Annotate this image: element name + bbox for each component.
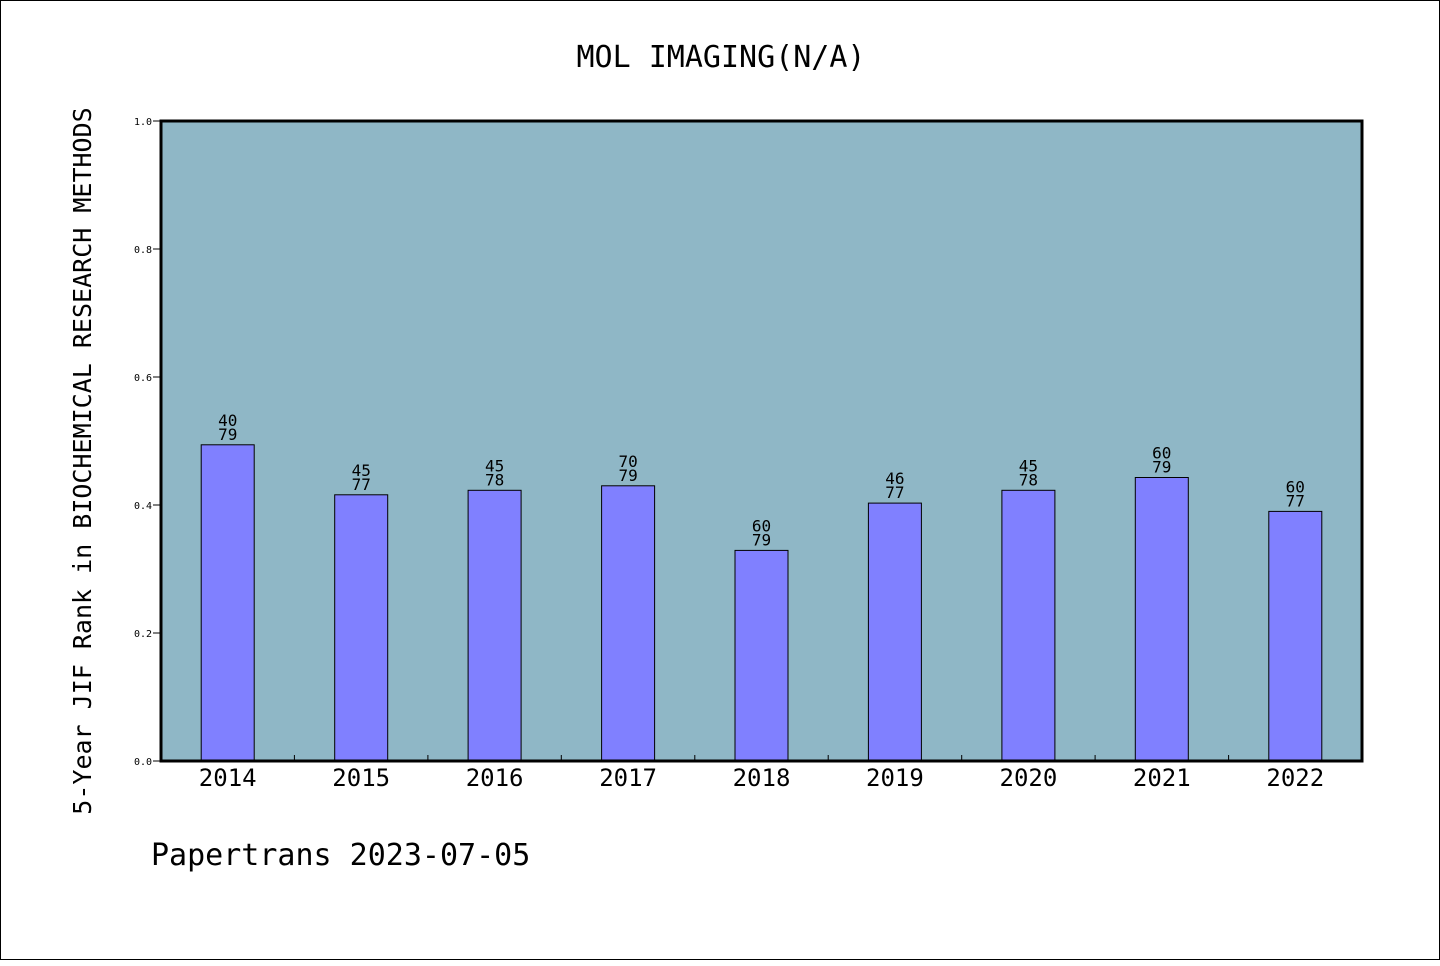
bar-label-rank-2015: 45 bbox=[352, 461, 371, 480]
bar-2015 bbox=[334, 494, 389, 762]
bar-label-total-2019: 77 bbox=[885, 483, 904, 502]
bar-label-rank-2020: 45 bbox=[1019, 456, 1038, 475]
x-tick-label-2019: 2019 bbox=[866, 764, 924, 792]
bar-label-total-2017: 79 bbox=[618, 466, 637, 485]
bar-label-rank-2019: 46 bbox=[885, 469, 904, 488]
y-axis-label: 5-Year JIF Rank in BIOCHEMICAL RESEARCH … bbox=[68, 107, 97, 814]
y-tick-label-0.6: 0.6 bbox=[134, 373, 152, 384]
bar-label-rank-2021: 60 bbox=[1152, 444, 1171, 463]
bar-2017 bbox=[601, 485, 656, 762]
x-tick-label-2022: 2022 bbox=[1266, 764, 1324, 792]
bar-label-total-2018: 79 bbox=[752, 530, 771, 549]
y-tick-label-0.4: 0.4 bbox=[134, 501, 152, 512]
bar-2014 bbox=[200, 444, 255, 762]
x-tick-label-2021: 2021 bbox=[1133, 764, 1191, 792]
x-axis-ticks: 2014 2015 2016 2017 2018 2019 2020 2021 2022 bbox=[199, 755, 1324, 792]
y-tick-label-1.0: 1.0 bbox=[134, 117, 152, 128]
bar-2018 bbox=[734, 549, 789, 762]
bar-2016 bbox=[467, 489, 522, 762]
bar-label-rank-2014: 40 bbox=[218, 411, 237, 430]
bar-2019 bbox=[867, 502, 922, 762]
x-tick-label-2020: 2020 bbox=[1000, 764, 1058, 792]
bar-label-rank-2016: 45 bbox=[485, 456, 504, 475]
bar-label-total-2016: 78 bbox=[485, 470, 504, 489]
x-tick-label-2017: 2017 bbox=[599, 764, 657, 792]
bar-label-total-2015: 77 bbox=[352, 475, 371, 494]
y-tick-label-0.0: 0.0 bbox=[134, 757, 152, 768]
plot-border bbox=[159, 119, 1364, 763]
bar-label-rank-2017: 70 bbox=[618, 452, 637, 471]
bar-2022 bbox=[1268, 510, 1323, 762]
x-tick-label-2015: 2015 bbox=[332, 764, 390, 792]
bar-label-total-2021: 79 bbox=[1152, 458, 1171, 477]
bar-2020 bbox=[1001, 489, 1056, 762]
bar-label-rank-2018: 60 bbox=[752, 516, 771, 535]
bar-label-total-2020: 78 bbox=[1019, 470, 1038, 489]
footer-credit: Papertrans 2023-07-05 bbox=[151, 838, 530, 873]
bar-2021 bbox=[1134, 477, 1189, 762]
y-tick-label-0.2: 0.2 bbox=[134, 629, 152, 640]
bar-label-total-2014: 79 bbox=[218, 425, 237, 444]
x-tick-label-2014: 2014 bbox=[199, 764, 257, 792]
y-tick-label-0.8: 0.8 bbox=[134, 245, 152, 256]
y-axis-ticks: 0.0 0.2 0.4 0.6 0.8 1.0 bbox=[134, 117, 161, 768]
bar-label-rank-2022: 60 bbox=[1286, 477, 1305, 496]
bar-label-total-2022: 77 bbox=[1286, 491, 1305, 510]
chart-title: MOL IMAGING(N/A) bbox=[577, 40, 866, 75]
x-tick-label-2018: 2018 bbox=[733, 764, 791, 792]
x-tick-label-2016: 2016 bbox=[466, 764, 524, 792]
